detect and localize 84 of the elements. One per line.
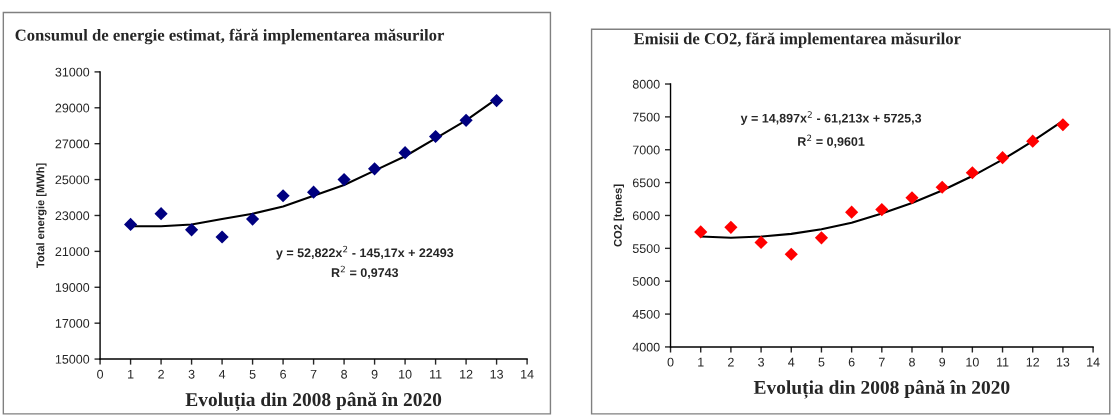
point <box>1056 118 1070 132</box>
x-axis-title: Evoluția din 2008 până în 2020 <box>753 380 1010 399</box>
point <box>215 230 229 244</box>
y-tick-label: 7500 <box>632 112 660 122</box>
point <box>337 173 351 187</box>
x-tick-label: 3 <box>758 357 765 367</box>
x-tick-label: 9 <box>939 357 946 367</box>
y-tick-label: 5000 <box>632 277 660 286</box>
x-tick-label: 6 <box>848 357 855 367</box>
point <box>154 207 168 221</box>
y-tick-label: 6500 <box>632 178 660 188</box>
x-tick-label: 2 <box>728 357 734 367</box>
y-tick-label: 29000 <box>55 103 90 113</box>
x-tick-label: 1 <box>128 369 134 379</box>
point <box>1026 134 1040 148</box>
point <box>398 146 412 160</box>
annotation: y = 52,822x$^{2}$ - 145,17x + 22493 <box>276 245 454 260</box>
point <box>246 212 260 226</box>
point <box>184 223 199 237</box>
y-tick-label: 23000 <box>55 211 90 221</box>
point <box>935 180 949 194</box>
point <box>845 205 859 219</box>
x-tick-label: 7 <box>878 357 885 367</box>
y-tick-label: 27000 <box>55 139 90 149</box>
x-tick-label: 13 <box>490 369 503 379</box>
y-tick-label: 6000 <box>632 211 660 221</box>
x-tick-label: 0 <box>97 369 104 379</box>
point <box>724 220 738 234</box>
point <box>814 231 829 245</box>
x-tick-label: 2 <box>158 369 164 379</box>
x-tick-label: 11 <box>430 369 442 379</box>
x-tick-label: 6 <box>280 369 287 379</box>
y-tick-label: 8000 <box>632 79 660 89</box>
y-tick-label: 25000 <box>55 175 90 185</box>
x-tick-label: 12 <box>1026 357 1040 367</box>
point <box>429 129 443 144</box>
point <box>459 113 473 127</box>
y-axis-title: Total energie [MWh] <box>36 163 47 269</box>
annotation: R$^{2}$ = 0,9601 <box>798 134 865 148</box>
x-tick-label: 5 <box>249 369 256 379</box>
point <box>965 166 979 180</box>
y-tick-label: 31000 <box>55 67 90 77</box>
x-tick-label: 4 <box>218 369 226 379</box>
y-tick-label: 4000 <box>632 342 660 352</box>
x-tick-label: 12 <box>460 369 473 379</box>
x-tick-label: 4 <box>788 357 795 367</box>
x-tick-label: 11 <box>997 357 1009 367</box>
y-tick-label: 7000 <box>632 145 660 155</box>
x-tick-label: 7 <box>310 369 317 379</box>
x-tick-label: 10 <box>399 369 412 379</box>
y-tick-label: 4500 <box>632 309 660 319</box>
x-tick-label: 5 <box>818 357 825 367</box>
y-tick-label: 5500 <box>632 244 660 253</box>
x-tick-label: 14 <box>521 369 534 379</box>
x-tick-label: 0 <box>667 357 674 367</box>
x-tick-label: 8 <box>909 357 915 367</box>
x-tick-label: 1 <box>698 357 704 367</box>
chart-title: Consumul de energie estimat, fără implementarea măsurilor <box>15 28 445 45</box>
x-tick-label: 14 <box>1087 357 1100 367</box>
x-axis-title: Evoluția din 2008 până în 2020 <box>185 392 442 411</box>
point <box>875 202 889 217</box>
point <box>123 217 138 232</box>
x-tick-label: 3 <box>188 369 195 379</box>
point <box>995 151 1010 165</box>
point <box>368 162 382 176</box>
point <box>276 189 290 203</box>
annotation: y = 14,897x$^{2}$ - 61,213x + 5725,3 <box>740 111 922 126</box>
point <box>694 225 708 239</box>
y-tick-label: 15000 <box>55 354 90 364</box>
x-tick-label: 8 <box>341 369 348 379</box>
point <box>307 185 321 199</box>
point <box>490 94 504 108</box>
y-tick-label: 19000 <box>55 283 90 292</box>
chart-title: Emisii de CO2, fără implementarea măsurilor <box>633 32 961 48</box>
point <box>784 247 798 261</box>
x-tick-label: 13 <box>1056 357 1070 367</box>
x-tick-label: 9 <box>371 369 378 379</box>
point <box>754 235 768 250</box>
annotation: R$^{2}$ = 0,9743 <box>331 265 399 279</box>
y-tick-label: 17000 <box>55 318 90 328</box>
x-tick-label: 10 <box>966 357 979 367</box>
point <box>905 191 919 205</box>
y-axis-title: CO2 [tones] <box>613 184 624 247</box>
y-tick-label: 21000 <box>55 247 90 257</box>
